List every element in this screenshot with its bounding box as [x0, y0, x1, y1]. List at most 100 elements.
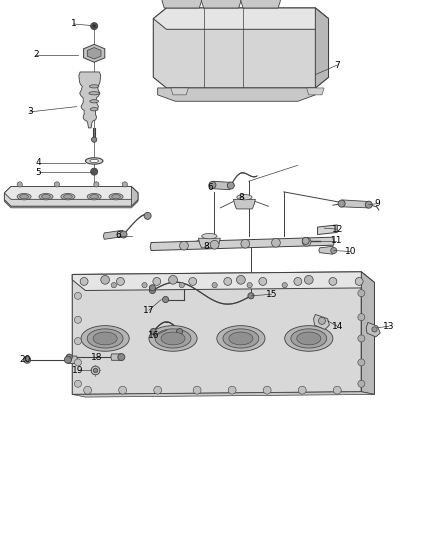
Polygon shape — [314, 314, 329, 329]
Text: 10: 10 — [345, 247, 356, 256]
Circle shape — [212, 282, 217, 288]
Polygon shape — [341, 200, 369, 208]
Polygon shape — [153, 8, 328, 88]
Polygon shape — [79, 72, 101, 128]
Circle shape — [193, 386, 201, 394]
Ellipse shape — [93, 332, 117, 345]
Circle shape — [302, 237, 311, 246]
Text: 1: 1 — [71, 20, 77, 28]
Circle shape — [149, 285, 155, 291]
Circle shape — [263, 386, 271, 394]
Polygon shape — [4, 187, 138, 206]
Ellipse shape — [201, 233, 217, 239]
Circle shape — [358, 335, 365, 342]
Ellipse shape — [149, 326, 197, 351]
Polygon shape — [153, 8, 328, 29]
Ellipse shape — [87, 193, 101, 200]
Text: 5: 5 — [35, 168, 42, 176]
Polygon shape — [72, 272, 374, 290]
Circle shape — [149, 287, 155, 294]
Circle shape — [74, 292, 81, 300]
Text: 18: 18 — [91, 353, 102, 361]
Text: 12: 12 — [332, 225, 343, 233]
Circle shape — [117, 278, 124, 285]
Polygon shape — [241, 0, 280, 8]
Ellipse shape — [161, 332, 185, 345]
Circle shape — [91, 22, 98, 30]
Circle shape — [180, 241, 188, 250]
Circle shape — [272, 238, 280, 247]
Ellipse shape — [223, 329, 259, 348]
Circle shape — [101, 276, 110, 284]
Polygon shape — [307, 88, 324, 95]
Text: 3: 3 — [27, 108, 33, 116]
Circle shape — [24, 356, 31, 364]
Text: 19: 19 — [72, 366, 84, 375]
Circle shape — [153, 278, 161, 285]
Circle shape — [177, 328, 183, 335]
Circle shape — [66, 354, 72, 360]
Text: 7: 7 — [334, 61, 340, 69]
Circle shape — [93, 368, 98, 373]
Circle shape — [329, 278, 337, 285]
Ellipse shape — [291, 329, 327, 348]
Circle shape — [302, 237, 309, 245]
Circle shape — [338, 200, 345, 207]
Circle shape — [227, 182, 234, 189]
Circle shape — [74, 316, 81, 324]
Polygon shape — [150, 237, 334, 251]
Polygon shape — [72, 392, 374, 397]
Circle shape — [94, 182, 99, 187]
Circle shape — [179, 282, 184, 288]
Circle shape — [74, 359, 81, 366]
Circle shape — [150, 328, 156, 335]
Circle shape — [333, 386, 341, 394]
Text: 17: 17 — [143, 306, 155, 314]
Circle shape — [355, 278, 363, 285]
Ellipse shape — [90, 100, 99, 103]
Text: 6: 6 — [207, 183, 213, 192]
Circle shape — [111, 282, 117, 288]
Circle shape — [120, 231, 127, 238]
Circle shape — [365, 201, 372, 208]
Ellipse shape — [90, 159, 99, 163]
Text: 4: 4 — [36, 158, 41, 167]
Polygon shape — [158, 88, 315, 101]
Polygon shape — [87, 47, 101, 59]
Ellipse shape — [20, 195, 28, 199]
Polygon shape — [361, 272, 374, 394]
Polygon shape — [319, 246, 334, 254]
Polygon shape — [366, 322, 380, 337]
Polygon shape — [318, 225, 337, 235]
Polygon shape — [201, 0, 241, 8]
Ellipse shape — [85, 158, 103, 164]
Circle shape — [64, 356, 71, 364]
Ellipse shape — [61, 193, 75, 200]
Circle shape — [142, 282, 147, 288]
Circle shape — [118, 353, 125, 361]
Circle shape — [304, 276, 313, 284]
Ellipse shape — [87, 329, 123, 348]
Ellipse shape — [112, 195, 120, 199]
Circle shape — [84, 386, 92, 394]
Text: 2: 2 — [33, 51, 39, 59]
Circle shape — [91, 366, 100, 375]
Ellipse shape — [90, 108, 98, 111]
Ellipse shape — [285, 326, 333, 351]
Text: 15: 15 — [266, 290, 277, 298]
Circle shape — [80, 278, 88, 285]
Circle shape — [241, 239, 250, 248]
Ellipse shape — [109, 193, 123, 200]
Ellipse shape — [64, 195, 72, 199]
Circle shape — [224, 278, 232, 285]
Text: 11: 11 — [331, 237, 342, 245]
Ellipse shape — [217, 326, 265, 351]
Text: 20: 20 — [20, 356, 31, 364]
Text: 8: 8 — [204, 242, 210, 251]
Circle shape — [247, 282, 252, 288]
Circle shape — [237, 276, 245, 284]
Circle shape — [358, 313, 365, 321]
Circle shape — [74, 337, 81, 345]
Text: 8: 8 — [238, 193, 244, 201]
Circle shape — [358, 289, 365, 297]
